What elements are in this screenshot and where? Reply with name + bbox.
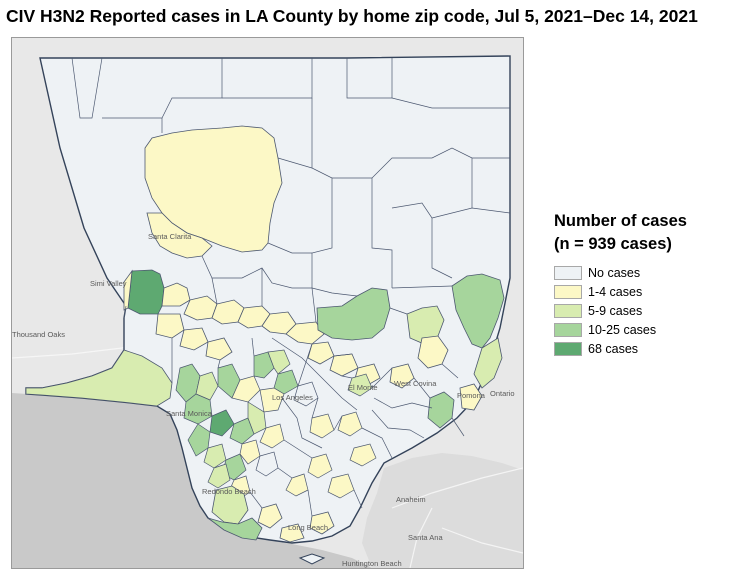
legend-item-10-25-cases: 10-25 cases bbox=[554, 320, 734, 339]
map-title: CIV H3N2 Reported cases in LA County by … bbox=[6, 6, 698, 26]
legend-label: 10-25 cases bbox=[588, 322, 657, 337]
legend-label: No cases bbox=[588, 265, 641, 280]
map-frame[interactable]: Santa Clarita Simi Valley Thousand Oaks … bbox=[11, 37, 524, 569]
place-label-santa-monica: Santa Monica bbox=[166, 409, 213, 418]
zip-valley-west bbox=[123, 269, 133, 311]
legend-title-line2: (n = 939 cases) bbox=[554, 235, 672, 253]
place-label-ontario: Ontario bbox=[490, 389, 515, 398]
choropleth-map: Santa Clarita Simi Valley Thousand Oaks … bbox=[12, 38, 523, 568]
place-label-santa-ana: Santa Ana bbox=[408, 533, 443, 542]
zip-palos-verdes-10-25 bbox=[207, 517, 263, 541]
legend-swatch bbox=[554, 322, 582, 337]
legend-item-no-cases: No cases bbox=[554, 263, 734, 282]
legend: Number of cases (n = 939 cases) No cases… bbox=[554, 210, 734, 358]
legend-label: 5-9 cases bbox=[588, 303, 643, 318]
zip-68-cases bbox=[127, 269, 165, 315]
legend-swatch bbox=[554, 284, 582, 299]
place-label-pomona: Pomona bbox=[457, 391, 486, 400]
zip-south-bay-5-9 bbox=[211, 485, 249, 525]
legend-swatch bbox=[554, 265, 582, 280]
place-label-west-covina: West Covina bbox=[394, 379, 437, 388]
orange-county-land bbox=[362, 453, 523, 568]
place-label-los-angeles: Los Angeles bbox=[272, 393, 313, 402]
legend-label: 1-4 cases bbox=[588, 284, 643, 299]
legend-item-68-cases: 68 cases bbox=[554, 339, 734, 358]
zip-malibu-5-9 bbox=[25, 349, 173, 407]
place-label-el-monte: El Monte bbox=[348, 383, 378, 392]
zip-boundaries bbox=[71, 57, 511, 517]
place-label-thousand-oaks: Thousand Oaks bbox=[12, 330, 65, 339]
place-label-simi-valley: Simi Valley bbox=[90, 279, 127, 288]
legend-item-1-4-cases: 1-4 cases bbox=[554, 282, 734, 301]
central-la-zips bbox=[175, 349, 377, 501]
legend-item-5-9-cases: 5-9 cases bbox=[554, 301, 734, 320]
place-labels: Santa Clarita Simi Valley Thousand Oaks … bbox=[12, 232, 515, 568]
place-label-anaheim: Anaheim bbox=[396, 495, 426, 504]
legend-label: 68 cases bbox=[588, 341, 639, 356]
legend-swatch bbox=[554, 341, 582, 356]
zip-east-foothills-10-25 bbox=[316, 287, 391, 341]
legend-title-line1: Number of cases bbox=[554, 212, 687, 230]
place-label-santa-clarita: Santa Clarita bbox=[148, 232, 192, 241]
legend-swatch bbox=[554, 303, 582, 318]
place-label-huntington-beach: Huntington Beach bbox=[342, 559, 402, 568]
zip-san-gabriel-10-25 bbox=[451, 273, 505, 349]
pacific-ocean bbox=[12, 393, 372, 568]
legend-items: No cases 1-4 cases 5-9 cases 10-25 cases… bbox=[554, 263, 734, 358]
place-label-long-beach: Long Beach bbox=[288, 523, 328, 532]
zip-santa-clarita-south bbox=[146, 212, 213, 259]
coastal-islet bbox=[298, 553, 326, 565]
place-label-redondo-beach: Redondo Beach bbox=[202, 487, 256, 496]
